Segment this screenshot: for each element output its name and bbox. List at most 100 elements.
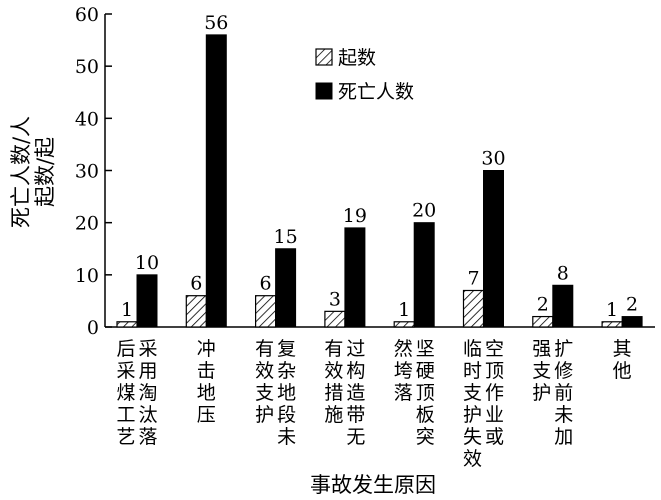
category-label-char: 临 (463, 338, 482, 360)
category-label-char: 空 (485, 338, 504, 360)
category-label-char: 板 (416, 404, 435, 426)
y-tick-label: 40 (75, 108, 99, 130)
data-label: 56 (204, 12, 228, 34)
data-label: 20 (412, 200, 436, 222)
bar-起数-1 (185, 295, 207, 328)
category-label-char: 支 (463, 382, 482, 404)
bar-死亡人数-6 (552, 284, 574, 328)
data-label: 1 (398, 299, 410, 321)
category-label-char: 采 (116, 360, 135, 382)
category-label-char: 护 (255, 404, 274, 426)
category-label-char: 段 (277, 404, 296, 426)
data-label: 8 (557, 262, 569, 284)
category-label-char: 措 (324, 382, 343, 404)
category-label-char: 失 (463, 426, 482, 448)
data-label: 1 (606, 299, 618, 321)
data-label: 2 (537, 294, 549, 316)
category-label-char: 未 (554, 404, 573, 426)
y-axis-title-line: 起数/起 (33, 137, 57, 207)
data-label: 10 (135, 252, 159, 274)
category-label-char: 带 (346, 404, 365, 426)
legend-swatch-solid (315, 82, 333, 100)
category-label-char: 效 (324, 360, 343, 382)
bar-死亡人数-5 (483, 170, 504, 328)
bar-起数-6 (532, 315, 554, 328)
category-label-char: 加 (554, 426, 573, 448)
category-label-char: 压 (197, 404, 216, 426)
category-label-char: 施 (324, 404, 343, 426)
bar-起数-4 (393, 321, 415, 328)
bar-起数-5 (462, 289, 485, 328)
category-label-char: 采 (138, 338, 157, 360)
category-label-char: 未 (277, 426, 296, 448)
category-label-char: 支 (255, 382, 274, 404)
legend-label: 死亡人数 (338, 81, 414, 103)
category-label-char: 汰 (138, 404, 157, 426)
legend-swatch-hatched (315, 48, 333, 66)
category-label-char: 护 (532, 382, 551, 404)
category-label-char: 效 (255, 360, 274, 382)
category-label-char: 落 (138, 426, 157, 448)
category-label-char: 业 (485, 404, 504, 426)
bar-起数-7 (601, 321, 623, 328)
data-label: 6 (260, 273, 272, 295)
bar-死亡人数-4 (413, 222, 435, 328)
category-label-char: 造 (346, 382, 365, 404)
category-label-column: 强支护 (532, 338, 551, 404)
data-label: 15 (274, 226, 298, 248)
category-label-char: 煤 (116, 382, 135, 404)
category-label-char: 落 (394, 382, 413, 404)
category-label-char: 强 (532, 338, 551, 360)
category-label-char: 顶 (416, 382, 435, 404)
category-label-char: 坚 (416, 338, 435, 360)
bar-死亡人数-1 (205, 34, 227, 328)
category-label-char: 淘 (138, 382, 157, 404)
category-label-char: 冲 (197, 338, 216, 360)
data-label: 1 (121, 299, 133, 321)
bar-死亡人数-2 (275, 248, 297, 328)
category-label-char: 时 (463, 360, 482, 382)
legend-label: 起数 (338, 47, 376, 69)
category-label-char: 其 (613, 338, 632, 360)
category-label-char: 无 (346, 426, 365, 448)
data-label: 19 (343, 205, 367, 227)
category-label-char: 垮 (394, 360, 413, 382)
category-label-char: 前 (554, 382, 573, 404)
category-label-char: 工 (116, 404, 135, 426)
data-label: 6 (190, 273, 202, 295)
y-axis-title-line: 死亡人数/人 (9, 116, 33, 228)
bar-起数-2 (255, 295, 277, 328)
x-axis-title: 事故发生原因 (310, 473, 436, 497)
bar-起数-0 (116, 321, 138, 328)
category-label-char: 艺 (116, 426, 135, 448)
labels: 110后采煤工艺采用淘汰落656冲击地压615有效支护复杂地段未319有效措施过… (116, 12, 638, 470)
data-label: 3 (329, 288, 341, 310)
bar-死亡人数-7 (621, 316, 643, 328)
category-label-char: 过 (346, 338, 365, 360)
category-label-char: 地 (197, 382, 216, 404)
category-label-char: 效 (463, 448, 482, 470)
bar-死亡人数-0 (136, 274, 158, 328)
bar-起数-3 (324, 310, 346, 328)
category-label-char: 护 (463, 404, 482, 426)
y-tick-label: 30 (75, 161, 99, 183)
category-label-char: 复 (277, 338, 296, 360)
category-label-char: 构 (346, 360, 365, 382)
data-label: 30 (481, 148, 505, 170)
category-label-char: 有 (324, 338, 343, 360)
category-label-char: 杂 (277, 360, 296, 382)
y-tick-label: 20 (75, 213, 99, 235)
data-label: 7 (467, 267, 479, 289)
category-label-char: 然 (394, 338, 413, 360)
category-label-column: 其他 (613, 338, 632, 382)
category-label-char: 有 (255, 338, 274, 360)
